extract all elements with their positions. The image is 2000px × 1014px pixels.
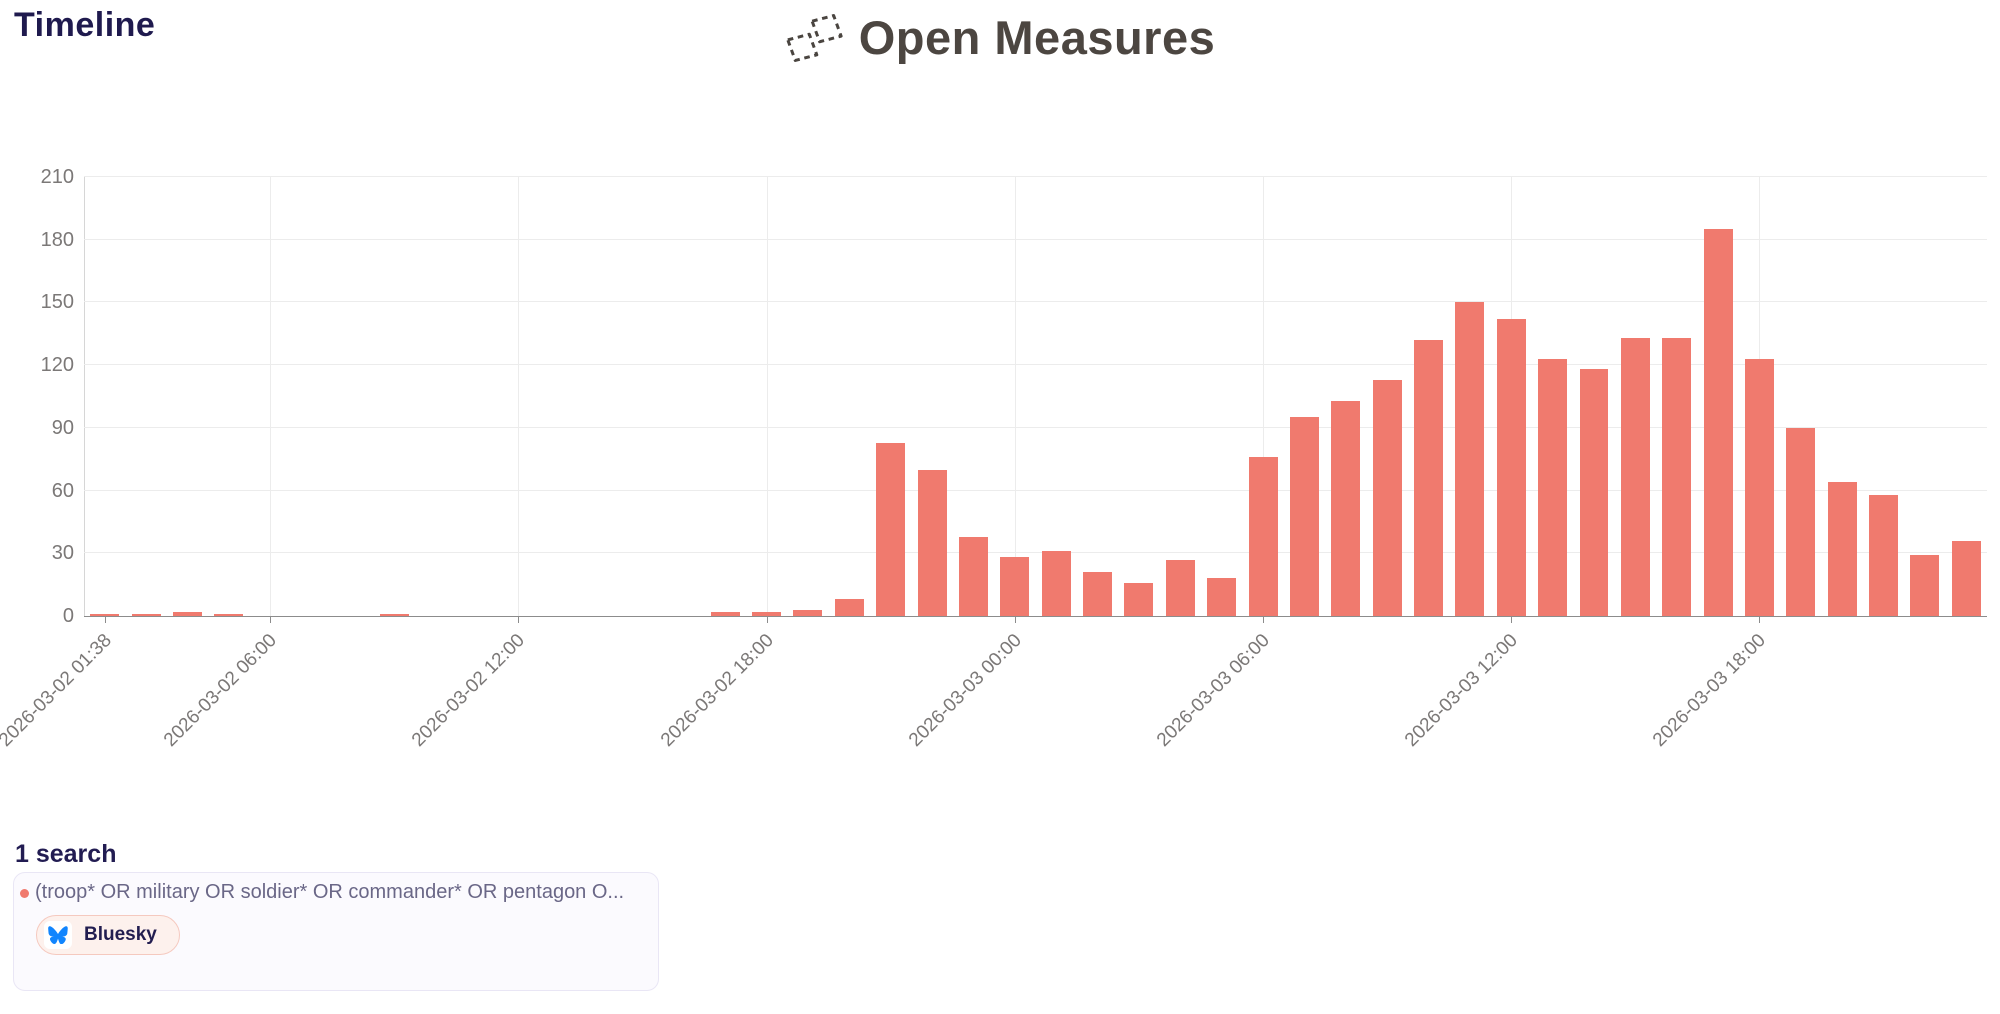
y-axis-tick-label: 180: [40, 228, 74, 251]
bar[interactable]: [131, 613, 161, 616]
bar[interactable]: [1248, 457, 1278, 616]
x-gridline: [518, 177, 520, 616]
bar[interactable]: [1703, 229, 1733, 616]
bar[interactable]: [1869, 494, 1899, 616]
bar[interactable]: [1083, 572, 1113, 616]
y-axis-tick-label: 150: [40, 291, 74, 314]
x-axis-tick: [104, 617, 106, 623]
bar[interactable]: [1827, 482, 1857, 616]
x-axis-tick: [518, 617, 520, 623]
bluesky-butterfly-icon: [44, 921, 72, 949]
bar[interactable]: [1165, 559, 1195, 616]
y-axis-tick-label: 210: [40, 166, 74, 188]
brand-header: Open Measures: [0, 10, 2000, 65]
bar[interactable]: [834, 599, 864, 616]
x-axis-tick-label: 2026-03-02 01:38: [0, 630, 116, 751]
timeline-chart: 0 30 60 90 120 150 180 210 2026-03-02 01:38 2026-…: [0, 166, 1987, 751]
x-axis-tick: [1014, 617, 1016, 623]
y-gridline: [84, 301, 1987, 303]
bar[interactable]: [1662, 337, 1692, 616]
x-axis-tick-label: 2026-03-02 18:00: [656, 630, 778, 751]
y-gridline: [84, 238, 1987, 240]
bar[interactable]: [1951, 540, 1981, 616]
bar[interactable]: [917, 469, 947, 616]
bar[interactable]: [793, 609, 823, 616]
y-axis-tick-label: 30: [51, 542, 74, 565]
bar[interactable]: [1744, 358, 1774, 616]
x-gridline: [1263, 177, 1265, 616]
x-gridline: [270, 177, 272, 616]
bar[interactable]: [752, 611, 782, 616]
bar[interactable]: [1331, 400, 1361, 616]
y-axis-line: [84, 177, 85, 616]
bar[interactable]: [958, 536, 988, 616]
bar[interactable]: [1414, 340, 1443, 616]
legend-search-item[interactable]: (troop* OR military OR soldier* OR comma…: [14, 873, 658, 990]
bar[interactable]: [1372, 379, 1402, 616]
bar[interactable]: [1620, 337, 1650, 616]
x-axis-tick: [1263, 617, 1265, 623]
x-axis-tick-label: 2026-03-03 00:00: [904, 630, 1026, 751]
x-gridline: [766, 177, 768, 616]
y-axis-tick-label: 60: [51, 479, 74, 502]
x-axis-tick-label: 2026-03-03 12:00: [1401, 630, 1523, 751]
x-axis-tick: [1759, 617, 1761, 623]
page-title: Timeline: [14, 6, 156, 44]
x-axis-tick-label: 2026-03-02 12:00: [408, 630, 530, 751]
platform-chip: Bluesky: [36, 915, 180, 955]
bar[interactable]: [1910, 555, 1940, 616]
platform-chip-label: Bluesky: [84, 924, 157, 945]
bar[interactable]: [876, 442, 906, 616]
open-measures-logo-icon: [785, 13, 843, 63]
y-gridline: [84, 426, 1987, 428]
x-axis-tick-label: 2026-03-03 18:00: [1649, 630, 1771, 751]
bar[interactable]: [1786, 427, 1816, 616]
bar[interactable]: [1579, 369, 1609, 616]
y-gridline: [84, 176, 1987, 177]
bar[interactable]: [1000, 557, 1030, 616]
bar[interactable]: [1538, 358, 1568, 616]
y-axis-tick-label: 120: [40, 354, 74, 377]
bar[interactable]: [1041, 551, 1071, 616]
x-axis-line: [84, 616, 1987, 617]
bar[interactable]: [1496, 319, 1526, 616]
plot-area: [84, 176, 1987, 616]
y-gridline: [84, 552, 1987, 554]
x-axis-tick-label: 2026-03-03 06:00: [1152, 630, 1274, 751]
series-color-dot-icon: [20, 889, 29, 898]
bar[interactable]: [1455, 302, 1485, 616]
y-gridline: [84, 489, 1987, 491]
search-count-label: 1 search: [15, 840, 117, 868]
bar[interactable]: [379, 613, 409, 616]
x-axis-tick: [270, 617, 272, 623]
y-axis-tick-label: 0: [62, 605, 74, 627]
y-gridline: [84, 364, 1987, 366]
bar[interactable]: [172, 611, 202, 616]
y-axis-tick-label: 90: [51, 416, 74, 439]
x-axis-tick: [1511, 617, 1513, 623]
x-gridline: [1014, 177, 1016, 616]
brand-title: Open Measures: [858, 11, 1216, 64]
bar[interactable]: [90, 613, 120, 616]
search-query-text: (troop* OR military OR soldier* OR comma…: [35, 881, 625, 903]
legend-card: (troop* OR military OR soldier* OR comma…: [13, 872, 659, 991]
x-axis-tick-label: 2026-03-02 06:00: [160, 630, 282, 751]
x-axis-tick: [766, 617, 768, 623]
bar[interactable]: [1207, 578, 1237, 616]
bar[interactable]: [1289, 417, 1319, 616]
bar[interactable]: [1124, 582, 1154, 616]
bar[interactable]: [214, 613, 244, 616]
bar[interactable]: [710, 611, 740, 616]
